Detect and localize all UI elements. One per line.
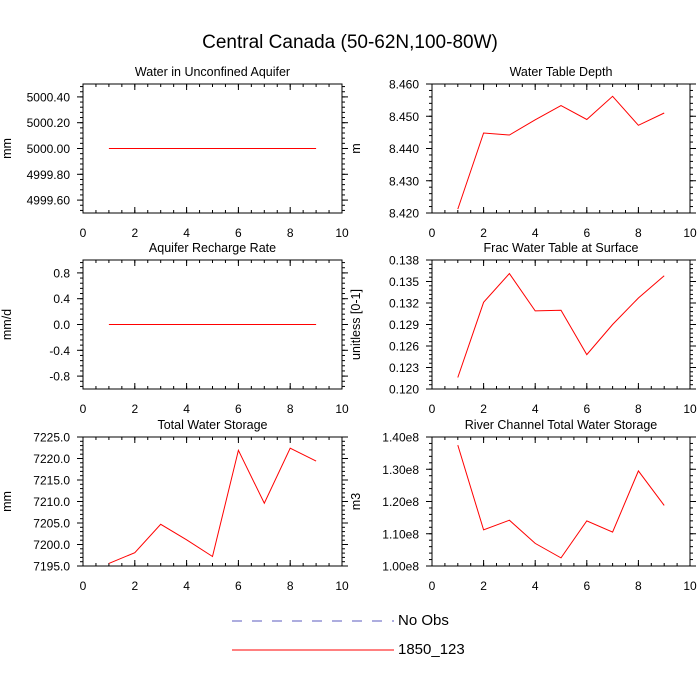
panel4-frame	[431, 259, 691, 390]
panel2-ytick-label: 8.460	[389, 78, 419, 92]
panel2-title: Water Table Depth	[510, 65, 613, 79]
panel1-xtick-label: 4	[183, 226, 190, 240]
panel4-xtick-label: 4	[532, 402, 539, 416]
panel5-ytick-label: 7210.0	[33, 495, 70, 509]
panel5-frame	[82, 436, 343, 567]
panel3-xtick-label: 2	[131, 402, 138, 416]
panel3-ytick-label: -0.4	[49, 344, 70, 358]
panel4-ytick-label: 0.126	[389, 340, 419, 354]
panel1-ytick-label: 4999.80	[27, 168, 71, 182]
panel3-ylabel: mm/d	[0, 309, 14, 340]
panel4-ytick-label: 0.132	[389, 297, 419, 311]
panel5-xtick-label: 6	[235, 579, 242, 593]
panel4-series-line	[457, 272, 665, 378]
panel1-xtick-label: 6	[235, 226, 242, 240]
panel5-ytick-label: 7215.0	[33, 474, 70, 488]
panel3-xtick-label: 4	[183, 402, 190, 416]
panel5-xtick-label: 8	[287, 579, 294, 593]
panel4-xtick-label: 0	[429, 402, 436, 416]
panel2-ytick-label: 8.450	[389, 110, 419, 124]
panel4-ytick-label: 0.123	[389, 361, 419, 375]
panel1-xtick-label: 8	[287, 226, 294, 240]
panel5-xtick-label: 10	[335, 579, 349, 593]
panel6-xtick-label: 4	[532, 579, 539, 593]
panel4-ytick-label: 0.129	[389, 318, 419, 332]
legend-label-1850-123: 1850_123	[398, 641, 465, 658]
panel2-xtick-label: 0	[429, 226, 436, 240]
panel2-ytick-label: 8.420	[389, 207, 419, 221]
panel1-ytick-label: 5000.40	[27, 90, 71, 104]
panel2-frame	[431, 83, 691, 214]
panel6-xtick-label: 2	[480, 579, 487, 593]
panel5-ytick-label: 7225.0	[33, 431, 70, 445]
panel1-ytick-label: 5000.20	[27, 116, 71, 130]
panel2-ytick-label: 8.440	[389, 142, 419, 156]
panel3-xtick-label: 0	[80, 402, 87, 416]
panel1-ytick-label: 4999.60	[27, 194, 71, 208]
panel6-title: River Channel Total Water Storage	[465, 418, 658, 432]
panel4-ylabel: unitless [0-1]	[349, 289, 363, 360]
panel2-xtick-label: 10	[683, 226, 697, 240]
panel6-series-line	[457, 444, 665, 559]
panel5-series-line	[108, 447, 317, 564]
panel3-xtick-label: 6	[235, 402, 242, 416]
panel6-frame	[431, 436, 691, 567]
panel2-xtick-label: 4	[532, 226, 539, 240]
panel6-ytick-label: 1.10e8	[382, 527, 419, 541]
panel5-xtick-label: 4	[183, 579, 190, 593]
panel6-ytick-label: 1.00e8	[382, 560, 419, 574]
panel6-ytick-label: 1.20e8	[382, 495, 419, 509]
panel3-ytick-label: 0.8	[53, 266, 70, 280]
panel5-xtick-label: 0	[80, 579, 87, 593]
panel1-title: Water in Unconfined Aquifer	[135, 65, 290, 79]
panel6-xtick-label: 8	[635, 579, 642, 593]
panel1-ytick-label: 5000.00	[27, 142, 71, 156]
panel3-title: Aquifer Recharge Rate	[149, 241, 276, 255]
panel4-xtick-label: 8	[635, 402, 642, 416]
legend-label-no-obs: No Obs	[398, 612, 449, 629]
panel6-xtick-label: 6	[583, 579, 590, 593]
panel1-xtick-label: 0	[80, 226, 87, 240]
panel1-xtick-label: 2	[131, 226, 138, 240]
panel3-ytick-label: -0.8	[49, 370, 70, 384]
panel3-xtick-label: 8	[287, 402, 294, 416]
panel4-ytick-label: 0.120	[389, 383, 419, 397]
panel6-ytick-label: 1.30e8	[382, 463, 419, 477]
panel5-ytick-label: 7195.0	[33, 560, 70, 574]
panel2-ylabel: m	[349, 143, 363, 153]
panel5-ytick-label: 7220.0	[33, 452, 70, 466]
panel6-xtick-label: 10	[683, 579, 697, 593]
panel1-xtick-label: 10	[335, 226, 349, 240]
panel6-xtick-label: 0	[429, 579, 436, 593]
panel4-xtick-label: 2	[480, 402, 487, 416]
panel3-ytick-label: 0.4	[53, 292, 70, 306]
figure-title: Central Canada (50-62N,100-80W)	[202, 32, 498, 53]
panel4-ytick-label: 0.138	[389, 254, 419, 268]
panel2-ytick-label: 8.430	[389, 174, 419, 188]
panel2-xtick-label: 2	[480, 226, 487, 240]
panel6-ytick-label: 1.40e8	[382, 431, 419, 445]
panel4-xtick-label: 6	[583, 402, 590, 416]
panel3-ytick-label: 0.0	[53, 318, 70, 332]
panel5-ytick-label: 7205.0	[33, 517, 70, 531]
panel4-title: Frac Water Table at Surface	[484, 241, 639, 255]
panel5-ytick-label: 7200.0	[33, 538, 70, 552]
panel5-xtick-label: 2	[131, 579, 138, 593]
panel4-xtick-label: 10	[683, 402, 697, 416]
panel1-ylabel: mm	[0, 138, 14, 159]
panel6-ylabel: m3	[349, 493, 363, 510]
panel2-series-line	[457, 95, 665, 210]
panel5-ylabel: mm	[0, 491, 14, 512]
panel4-ytick-label: 0.135	[389, 275, 419, 289]
panel3-xtick-label: 10	[335, 402, 349, 416]
panel5-title: Total Water Storage	[157, 418, 267, 432]
panel2-xtick-label: 6	[583, 226, 590, 240]
panel2-xtick-label: 8	[635, 226, 642, 240]
